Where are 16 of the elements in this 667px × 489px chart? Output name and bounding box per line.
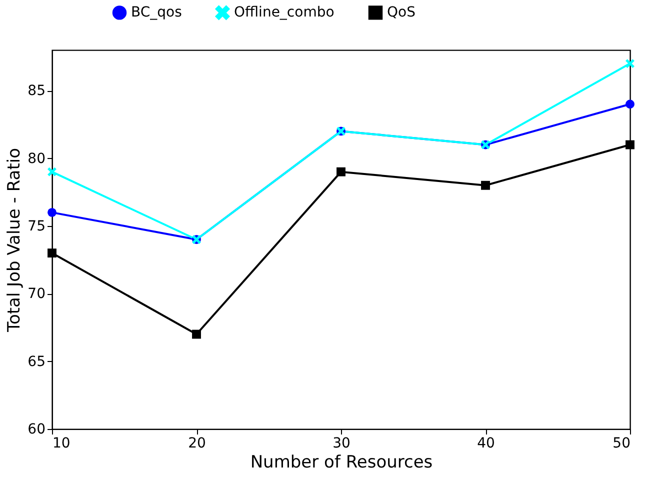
y-tick-label: 80: [28, 150, 46, 167]
x-tick-label: 40: [477, 436, 495, 452]
legend-label: QoS: [387, 4, 416, 21]
x-tick-label: 20: [188, 436, 206, 452]
y-tick-label: 65: [28, 354, 46, 370]
x-axis-title: Number of Resources: [250, 452, 433, 472]
y-tick-label: 85: [28, 83, 46, 100]
y-tick-label: 70: [28, 286, 46, 302]
x-tick-label: 30: [332, 436, 350, 452]
y-axis-title: Total Job Value - Ratio: [4, 148, 25, 333]
legend-label: Offline_combo: [234, 4, 334, 21]
legend-label: BC_qos: [131, 4, 182, 21]
y-tick-label: 60: [28, 422, 46, 438]
x-tick-label: 10: [52, 436, 70, 452]
x-tick-label: 50: [612, 436, 630, 452]
y-tick-label: 75: [28, 218, 46, 234]
